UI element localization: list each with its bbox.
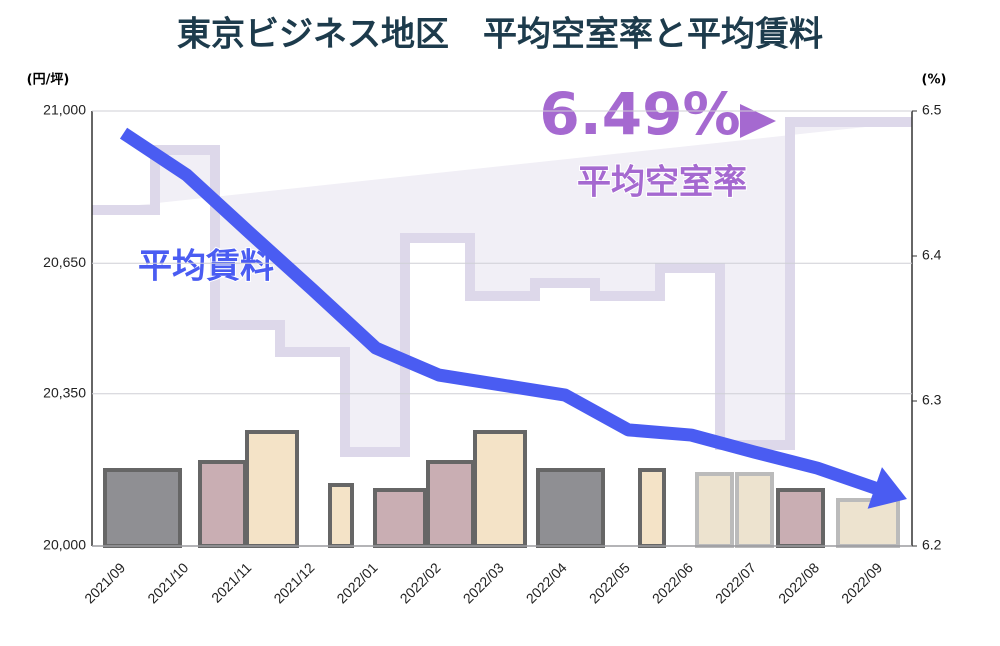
x-tick-label: 2022/05 (586, 559, 633, 606)
x-tick-label: 2022/01 (333, 559, 380, 606)
arrow-head (867, 467, 907, 509)
x-tick-label: 2021/11 (208, 559, 255, 606)
x-tick-label: 2022/03 (460, 559, 507, 606)
y-tick-label: 20,350 (43, 384, 86, 400)
rent-label: 平均賃料 (138, 247, 274, 287)
y-unit: (円/坪) (27, 73, 70, 88)
y-tick-label: 20,000 (43, 537, 86, 553)
vacancy-label: 平均空室率 (577, 163, 747, 203)
y2-tick-label: 6.5 (922, 102, 942, 118)
x-tick-label: 2022/04 (523, 559, 570, 606)
y2-tick-label: 6.2 (922, 537, 942, 553)
chart-title: 東京ビジネス地区 平均空室率と平均賃料 (177, 15, 823, 55)
x-tick-label: 2021/10 (144, 559, 191, 606)
line-series (119, 127, 883, 497)
y-tick-label: 21,000 (43, 102, 86, 118)
y-tick-label: 20,650 (43, 254, 86, 270)
vacancy-pointer (740, 104, 776, 138)
x-tick-label: 2022/02 (397, 559, 444, 606)
x-tick-label: 2022/08 (775, 559, 822, 606)
x-tick-label: 2022/07 (712, 559, 759, 606)
y2-tick-label: 6.3 (922, 392, 942, 408)
vacancy-value: 6.49% (539, 80, 740, 148)
foreground-buildings (103, 430, 900, 548)
x-tick-label: 2022/06 (649, 559, 696, 606)
background-buildings (92, 117, 912, 457)
y2-tick-label: 6.4 (922, 247, 942, 263)
y2-unit: (%) (922, 73, 947, 88)
x-tick-label: 2021/09 (81, 559, 128, 606)
x-tick-label: 2021/12 (270, 559, 317, 606)
x-tick-label: 2022/09 (838, 559, 885, 606)
